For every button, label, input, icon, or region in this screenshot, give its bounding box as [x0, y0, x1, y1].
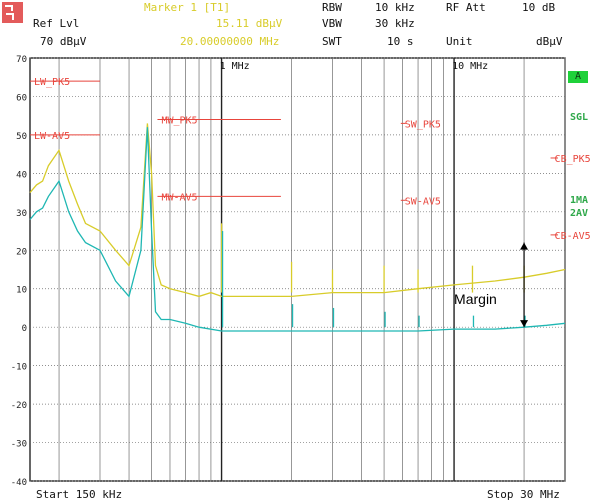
limit-line-label: SW_PK5 [405, 119, 441, 130]
y-tick-label: -10 [11, 363, 27, 373]
trace2-detector-label: 2AV [570, 208, 589, 219]
marker-label: Marker 1 [T1] [144, 1, 231, 14]
y-tick-label: -40 [11, 478, 27, 488]
rf-att-value: 10 dB [522, 1, 556, 14]
y-tick-label: 40 [16, 170, 27, 180]
marker-frequency: 20.00000000 MHz [180, 35, 280, 48]
trace-a-badge: A [568, 71, 588, 83]
marker-level: 15.11 dBµV [216, 17, 283, 30]
y-tick-labels: 70 60 50 40 30 20 10 0 -10 -20 -30 -40 [11, 55, 27, 488]
traces [29, 123, 566, 332]
x-tick-label: 1 MHz [220, 61, 250, 72]
rohde-schwarz-logo [2, 2, 23, 23]
x-tick-labels: 1 MHz 10 MHz [220, 61, 489, 72]
margin-arrow-head-down [520, 320, 529, 328]
limit-line-label: SW-AV5 [405, 196, 441, 207]
margin-annotation: Margin [454, 242, 529, 328]
y-tick-label: 60 [16, 93, 27, 103]
margin-label: Margin [454, 291, 497, 307]
limit-line-label: CB_PK5 [555, 154, 591, 165]
stop-frequency: Stop 30 MHz [487, 488, 560, 501]
ref-level-label: Ref Lvl [33, 17, 80, 30]
sgl-label: SGL [570, 112, 589, 123]
y-tick-label: 10 [16, 286, 27, 296]
y-tick-label: -30 [11, 440, 27, 450]
rbw-value: 10 kHz [375, 1, 415, 14]
y-tick-label: 70 [16, 55, 27, 65]
vbw-label: VBW [322, 17, 342, 30]
unit-value: dBµV [536, 35, 563, 48]
limit-line-label: LW_PK5 [34, 77, 70, 88]
ref-level-value: 70 dBµV [40, 35, 87, 48]
y-tick-label: 50 [16, 132, 27, 142]
rbw-label: RBW [322, 1, 342, 14]
y-tick-label: 0 [22, 324, 27, 334]
vbw-value: 30 kHz [375, 17, 415, 30]
sweep-time-value: 10 s [387, 35, 414, 48]
rf-att-label: RF Att [446, 1, 486, 14]
y-tick-label: 30 [16, 209, 27, 219]
x-tick-label: 10 MHz [452, 61, 488, 72]
start-frequency: Start 150 kHz [36, 488, 123, 501]
limit-lines: LW_PK5 LW-AV5 MW_PK5 MW-AV5 SW_PK5 SW-AV5 CB_P… [30, 77, 591, 242]
trace-1MA [29, 123, 566, 298]
limit-line-label: CB-AV5 [555, 231, 591, 242]
limit-line-label: MW-AV5 [161, 192, 197, 203]
unit-label: Unit [446, 35, 473, 48]
y-tick-label: -20 [11, 401, 27, 411]
trace1-detector-label: 1MA [570, 195, 589, 206]
limit-line-label: LW-AV5 [34, 131, 70, 142]
trace-2AV [29, 127, 566, 332]
y-tick-label: 20 [16, 247, 27, 257]
sweep-time-label: SWT [322, 35, 342, 48]
limit-line-label: MW_PK5 [161, 116, 197, 127]
margin-arrow-head-up [520, 242, 529, 250]
